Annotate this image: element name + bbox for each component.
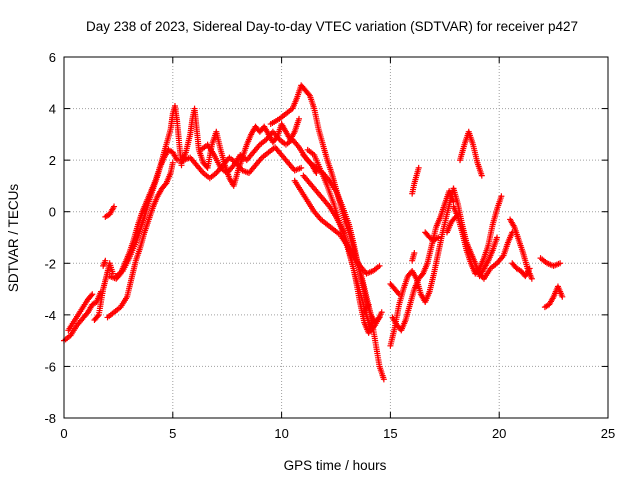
data-points	[61, 82, 566, 383]
data-point	[494, 234, 501, 241]
y-tick-label: 4	[49, 102, 56, 117]
x-tick-label: 25	[601, 426, 615, 441]
y-tick-label: -2	[44, 256, 56, 271]
x-tick-label: 5	[169, 426, 176, 441]
y-axis-label: SDTVAR / TECUs	[6, 184, 21, 293]
data-point	[451, 215, 458, 222]
data-point	[367, 327, 374, 334]
data-point	[435, 234, 442, 241]
x-tick-label: 15	[383, 426, 397, 441]
axis-ticks	[63, 56, 609, 419]
x-tick-labels: 0 5 10 15 20 25	[60, 426, 615, 441]
data-point	[305, 91, 312, 98]
data-point	[526, 265, 533, 272]
plot-frame	[63, 56, 609, 419]
data-point	[498, 193, 505, 200]
data-point	[378, 309, 385, 316]
y-tick-label: 6	[49, 50, 56, 65]
y-tick-labels: -8 -6 -4 -2 0 2 4 6	[44, 50, 56, 426]
data-point	[478, 172, 485, 179]
data-point	[111, 203, 118, 210]
data-point	[415, 164, 422, 171]
data-point	[89, 291, 96, 298]
x-tick-label: 0	[60, 426, 67, 441]
data-point	[380, 376, 387, 383]
x-tick-label: 20	[492, 426, 506, 441]
data-point	[102, 257, 109, 264]
grid-lines	[64, 57, 608, 418]
data-point	[169, 159, 176, 166]
data-point	[395, 289, 402, 296]
data-point	[528, 275, 535, 282]
chart-title: Day 238 of 2023, Sidereal Day-to-day VTE…	[86, 19, 578, 34]
data-point	[396, 291, 403, 298]
data-point	[376, 262, 383, 269]
data-point	[296, 115, 303, 122]
data-point	[418, 271, 425, 278]
data-point	[162, 181, 169, 188]
data-point	[450, 198, 457, 205]
y-tick-label: -8	[44, 411, 56, 426]
data-point	[365, 301, 372, 308]
y-tick-label: 0	[49, 205, 56, 220]
x-tick-label: 10	[274, 426, 288, 441]
data-point	[94, 313, 101, 320]
y-tick-label: -4	[44, 308, 56, 323]
x-axis-label: GPS time / hours	[284, 458, 387, 473]
data-point	[88, 292, 95, 299]
y-tick-label: 2	[49, 153, 56, 168]
data-point	[559, 293, 566, 300]
data-point	[313, 170, 320, 177]
data-point	[298, 164, 305, 171]
y-tick-label: -6	[44, 359, 56, 374]
data-point	[174, 157, 181, 164]
data-point	[411, 249, 418, 256]
data-point	[557, 260, 564, 267]
data-point	[116, 271, 123, 278]
